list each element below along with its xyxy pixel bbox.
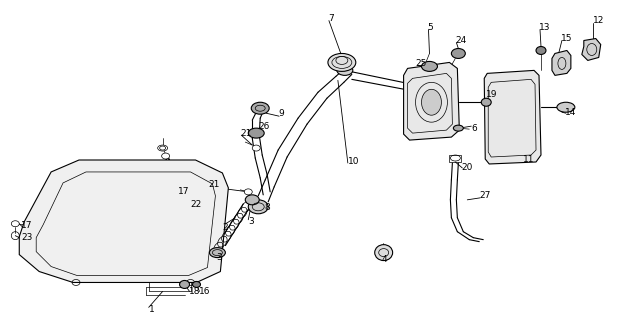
Text: 11: 11 bbox=[523, 156, 534, 164]
Ellipse shape bbox=[251, 102, 269, 114]
Ellipse shape bbox=[248, 200, 268, 214]
Text: 18: 18 bbox=[188, 287, 200, 296]
Text: 13: 13 bbox=[539, 23, 551, 32]
Text: 15: 15 bbox=[561, 34, 572, 43]
Ellipse shape bbox=[536, 46, 546, 54]
Ellipse shape bbox=[248, 128, 264, 138]
Text: 21: 21 bbox=[208, 180, 220, 189]
Ellipse shape bbox=[453, 125, 463, 131]
Ellipse shape bbox=[252, 145, 260, 151]
Text: 20: 20 bbox=[461, 164, 472, 172]
Ellipse shape bbox=[246, 195, 259, 205]
Text: 23: 23 bbox=[21, 233, 33, 242]
Text: 10: 10 bbox=[348, 157, 360, 166]
Ellipse shape bbox=[157, 145, 167, 151]
Text: 6: 6 bbox=[471, 124, 477, 132]
Polygon shape bbox=[484, 70, 541, 164]
Ellipse shape bbox=[481, 98, 491, 106]
Text: 25: 25 bbox=[415, 59, 427, 68]
Text: 1: 1 bbox=[149, 305, 154, 314]
Ellipse shape bbox=[328, 53, 356, 71]
Text: 26: 26 bbox=[258, 122, 270, 131]
Text: 17: 17 bbox=[21, 221, 33, 230]
Text: 16: 16 bbox=[198, 287, 210, 296]
Polygon shape bbox=[552, 51, 571, 76]
Text: 5: 5 bbox=[427, 23, 433, 32]
Ellipse shape bbox=[210, 248, 225, 258]
Ellipse shape bbox=[422, 89, 441, 115]
Text: 3: 3 bbox=[216, 253, 222, 262]
Ellipse shape bbox=[451, 49, 466, 59]
Text: 2: 2 bbox=[223, 223, 228, 232]
Text: 9: 9 bbox=[278, 109, 284, 118]
Ellipse shape bbox=[244, 189, 252, 195]
Polygon shape bbox=[19, 160, 228, 283]
Text: 7: 7 bbox=[328, 14, 334, 23]
Text: 4: 4 bbox=[382, 255, 388, 264]
Text: 24: 24 bbox=[455, 36, 467, 45]
Ellipse shape bbox=[374, 244, 392, 260]
Text: 27: 27 bbox=[479, 191, 490, 200]
Text: 19: 19 bbox=[486, 90, 498, 99]
Ellipse shape bbox=[180, 280, 190, 288]
Text: 3: 3 bbox=[248, 217, 254, 226]
Text: 22: 22 bbox=[190, 200, 202, 209]
Polygon shape bbox=[582, 38, 601, 60]
Text: 17: 17 bbox=[177, 188, 189, 196]
Polygon shape bbox=[404, 62, 459, 140]
Text: 8: 8 bbox=[264, 203, 270, 212]
Text: 14: 14 bbox=[565, 108, 576, 117]
Ellipse shape bbox=[337, 65, 353, 76]
Text: 12: 12 bbox=[593, 16, 604, 25]
Ellipse shape bbox=[162, 153, 170, 159]
Text: 21: 21 bbox=[241, 129, 252, 138]
Ellipse shape bbox=[422, 61, 438, 71]
Ellipse shape bbox=[193, 282, 200, 287]
Ellipse shape bbox=[557, 102, 575, 112]
